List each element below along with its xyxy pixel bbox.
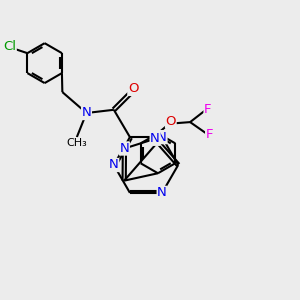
Text: N: N bbox=[109, 158, 119, 172]
Text: F: F bbox=[204, 103, 212, 116]
Text: O: O bbox=[166, 115, 176, 128]
Text: N: N bbox=[119, 142, 129, 155]
Text: Cl: Cl bbox=[3, 40, 16, 53]
Text: N: N bbox=[157, 130, 167, 144]
Text: CH₃: CH₃ bbox=[66, 138, 87, 148]
Text: N: N bbox=[82, 106, 92, 119]
Text: O: O bbox=[128, 82, 138, 95]
Text: N: N bbox=[150, 132, 160, 145]
Text: F: F bbox=[206, 128, 213, 142]
Text: N: N bbox=[157, 186, 167, 200]
